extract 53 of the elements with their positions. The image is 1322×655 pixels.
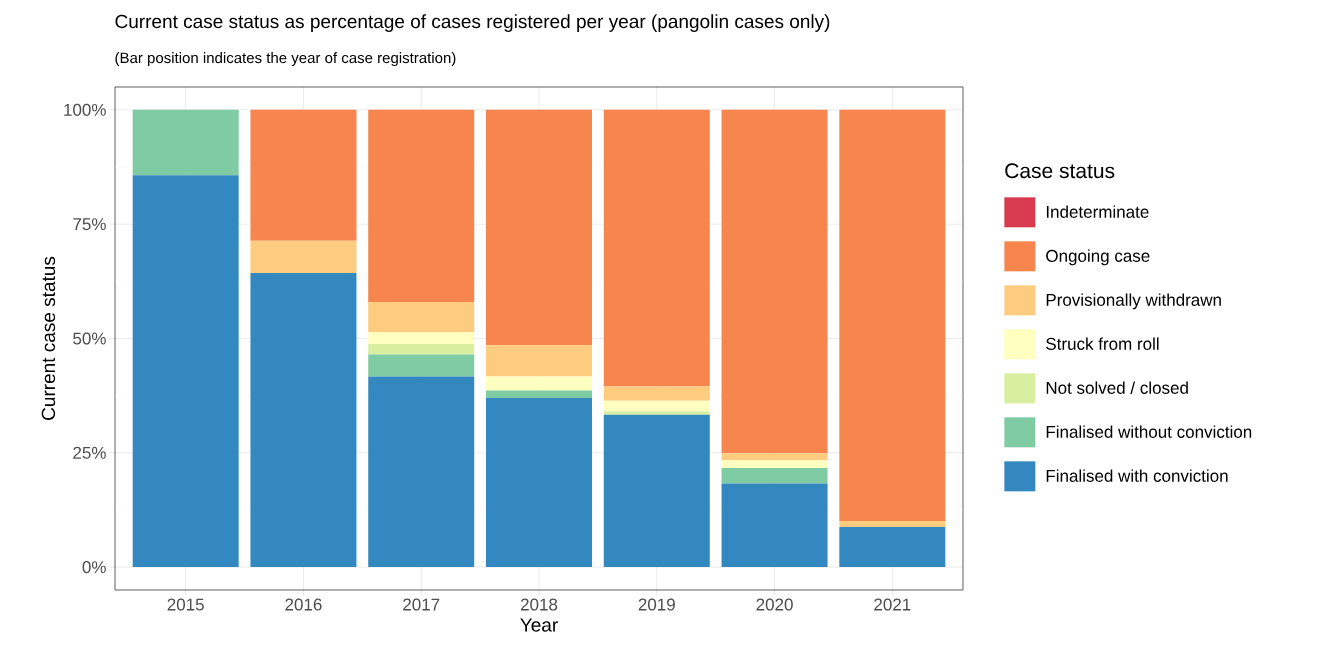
bar [368,332,475,344]
bar [486,376,592,391]
legend-label: Provisionally withdrawn [1046,293,1221,310]
bar [368,354,475,377]
bar [486,397,592,568]
y-tick-label: 100% [64,103,106,116]
x-tick-label: 2018 [520,598,558,611]
x-tick-label: 2015 [167,598,204,611]
legend-label: Finalised without conviction [1046,425,1252,438]
bar [839,109,946,521]
bar [368,301,475,333]
y-tick-label: 75% [73,218,106,231]
x-tick-label: 2019 [638,598,675,611]
bar [486,345,592,377]
legend-label: Finalised with conviction [1046,469,1228,482]
bar [721,483,828,568]
legend-label: Struck from roll [1046,337,1159,350]
bar [721,453,828,461]
legend-label: Indeterminate [1046,205,1149,218]
legend-title: Case status [1005,163,1115,179]
bar [603,414,710,568]
bar [839,520,946,527]
bar [250,240,357,274]
bar [486,390,592,398]
legend-label: Not solved / closed [1046,381,1188,394]
bar [603,411,710,415]
x-tick-label: 2020 [756,598,793,611]
bar [721,109,828,454]
legend-label: Ongoing case [1046,249,1150,266]
y-tick-label: 0% [82,561,106,574]
bar [603,386,710,401]
bar [486,109,592,346]
bar [603,400,710,412]
bar [721,460,828,468]
chart-title: Current case status as percentage of cases registered per year (pangolin cases only) [115,14,830,32]
bar [250,273,357,568]
bar [132,175,239,568]
x-tick-label: 2017 [403,598,440,611]
bar [132,109,239,176]
bar [721,467,828,484]
bar [839,526,946,568]
bar [368,343,475,355]
chart-subtitle: (Bar position indicates the year of case registration) [115,52,456,67]
x-tick-label: 2016 [285,598,322,611]
bar [368,376,475,568]
y-tick-label: 25% [73,446,106,459]
bar [250,109,357,241]
y-axis-title: Current case status [41,256,56,420]
x-axis-title: Year [520,618,558,632]
x-tick-label: 2021 [874,598,911,611]
bar [368,109,475,302]
y-tick-label: 50% [73,332,106,345]
bar [603,109,710,387]
